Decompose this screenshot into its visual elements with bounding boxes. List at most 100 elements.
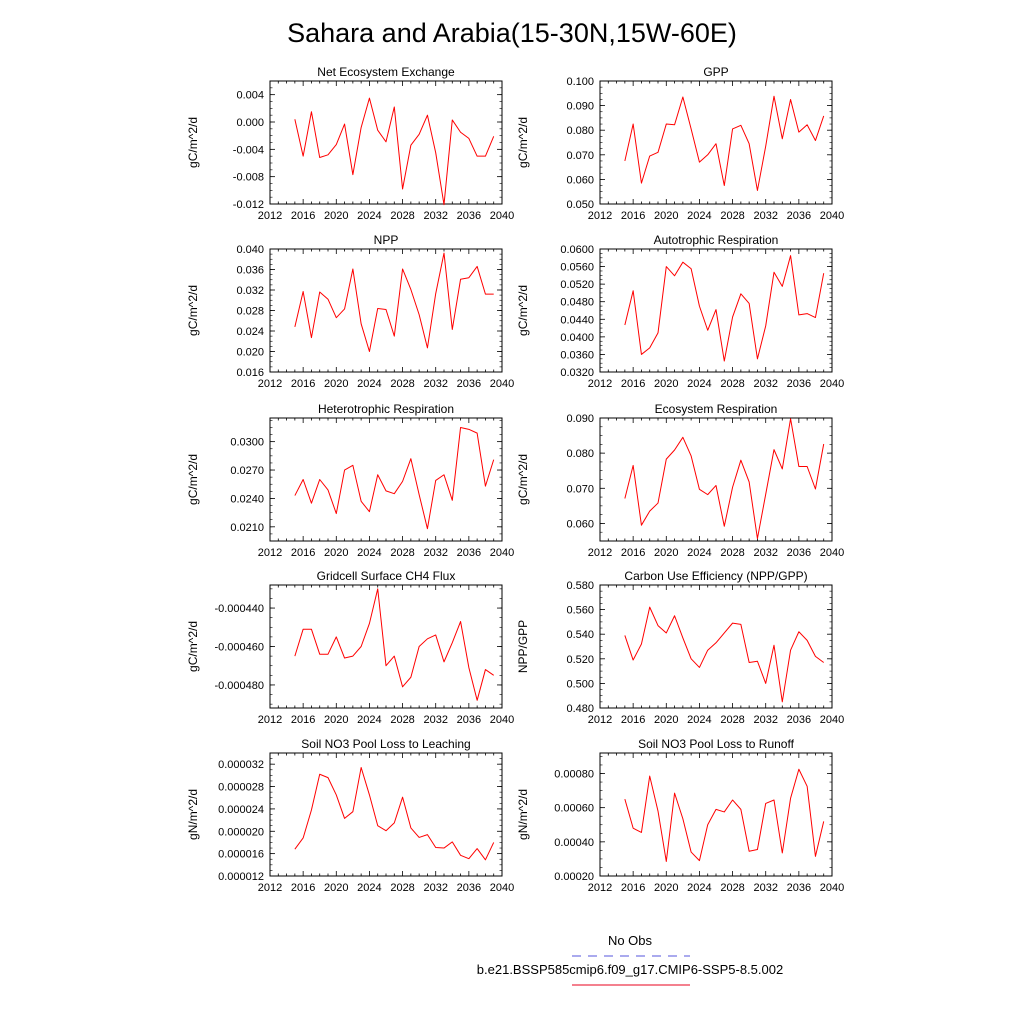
x-tick-label: 2032	[423, 210, 447, 222]
chart-panel: Autotrophic Respiration gC/m^2/d 2012 2016 2…	[516, 233, 844, 390]
y-tick-label: -0.004	[233, 144, 264, 156]
x-tick-label: 2032	[423, 547, 447, 559]
x-tick-label: 2032	[753, 378, 777, 390]
x-tick-label: 2032	[423, 378, 447, 390]
chart-panel: GPP gC/m^2/d 2012 2016 2020 2024 2028 2032 2036 2…	[516, 65, 844, 222]
x-tick-label: 2024	[687, 210, 711, 222]
y-tick-label: 0.0360	[560, 349, 594, 361]
x-tick-label: 2012	[588, 882, 612, 894]
x-tick-label: 2032	[423, 714, 447, 726]
panel-title: NPP	[374, 233, 399, 247]
y-tick-label: 0.00040	[554, 837, 594, 849]
x-tick-label: 2028	[390, 210, 414, 222]
x-tick-label: 2028	[390, 378, 414, 390]
y-tick-label: 0.040	[236, 244, 264, 256]
y-tick-label: 0.560	[566, 605, 594, 617]
panel-title: Soil NO3 Pool Loss to Leaching	[301, 737, 470, 751]
x-tick-label: 2012	[588, 547, 612, 559]
y-tick-label: 0.032	[236, 285, 264, 297]
x-tick-label: 2032	[753, 547, 777, 559]
series-line	[294, 426, 495, 530]
y-tick-label: 0.028	[236, 306, 264, 318]
x-tick-label: 2012	[258, 210, 282, 222]
y-tick-label: -0.000480	[214, 680, 264, 692]
x-tick-label: 2020	[324, 547, 348, 559]
x-tick-label: 2036	[787, 210, 811, 222]
y-tick-label: 0.060	[566, 518, 594, 530]
chart-panel: Carbon Use Efficiency (NPP/GPP) NPP/GPP 20…	[516, 569, 844, 726]
y-axis-label: gC/m^2/d	[186, 117, 200, 168]
series-line	[624, 95, 825, 191]
y-tick-label: 0.050	[566, 199, 594, 211]
y-tick-label: 0.00020	[554, 871, 594, 883]
y-tick-label: 0.0270	[230, 465, 264, 477]
x-tick-label: 2016	[621, 882, 645, 894]
series-line	[624, 606, 825, 703]
x-tick-label: 2040	[820, 210, 844, 222]
y-tick-label: 0.0520	[560, 279, 594, 291]
x-tick-label: 2016	[291, 378, 315, 390]
y-tick-label: 0.070	[566, 483, 594, 495]
y-axis-label: gN/m^2/d	[186, 789, 200, 840]
series-line	[294, 97, 495, 206]
x-tick-label: 2036	[787, 882, 811, 894]
y-axis-label: gC/m^2/d	[516, 454, 530, 505]
y-tick-label: 0.00060	[554, 803, 594, 815]
x-tick-label: 2020	[654, 714, 678, 726]
chart-panel: Soil NO3 Pool Loss to Runoff gN/m^2/d 2012…	[516, 737, 844, 894]
chart-panel: Soil NO3 Pool Loss to Leaching gN/m^2/d 20…	[186, 737, 514, 894]
plot-frame	[269, 80, 503, 205]
x-tick-label: 2016	[621, 210, 645, 222]
x-tick-label: 2036	[457, 378, 481, 390]
y-tick-label: 0.0560	[560, 262, 594, 274]
y-tick-label: 0.0210	[230, 522, 264, 534]
y-tick-label: 0.070	[566, 150, 594, 162]
x-tick-label: 2036	[787, 547, 811, 559]
y-tick-label: 0.060	[566, 174, 594, 186]
panel-title: Heterotrophic Respiration	[318, 402, 454, 416]
panel-title: Soil NO3 Pool Loss to Runoff	[638, 737, 795, 751]
x-tick-label: 2024	[687, 378, 711, 390]
y-tick-label: 0.000012	[218, 871, 264, 883]
x-tick-label: 2040	[490, 210, 514, 222]
x-tick-label: 2012	[258, 882, 282, 894]
y-tick-label: 0.000028	[218, 782, 264, 794]
panel-title: Carbon Use Efficiency (NPP/GPP)	[624, 569, 807, 583]
y-tick-label: 0.080	[566, 448, 594, 460]
x-tick-label: 2012	[258, 547, 282, 559]
panel-title: Autotrophic Respiration	[654, 233, 779, 247]
x-tick-label: 2020	[654, 210, 678, 222]
y-tick-label: 0.000032	[218, 759, 264, 771]
x-tick-label: 2016	[621, 378, 645, 390]
x-tick-label: 2036	[787, 714, 811, 726]
y-axis-label: gC/m^2/d	[516, 117, 530, 168]
plot-frame	[599, 584, 833, 709]
series-line	[294, 767, 495, 861]
x-tick-label: 2036	[457, 547, 481, 559]
x-tick-label: 2020	[654, 378, 678, 390]
y-tick-label: 0.520	[566, 654, 594, 666]
x-tick-label: 2024	[357, 882, 381, 894]
x-tick-label: 2032	[423, 882, 447, 894]
y-tick-label: 0.000024	[218, 804, 264, 816]
x-tick-label: 2012	[588, 210, 612, 222]
panel-title: GPP	[703, 65, 728, 79]
y-tick-label: 0.0440	[560, 314, 594, 326]
y-tick-label: 0.080	[566, 125, 594, 137]
y-tick-label: 0.020	[236, 347, 264, 359]
legend-label-model-run: b.e21.BSSP585cmip6.f09_g17.CMIP6-SSP5-8.…	[477, 962, 783, 977]
y-tick-label: 0.0400	[560, 332, 594, 344]
x-tick-label: 2024	[687, 882, 711, 894]
x-tick-label: 2028	[720, 714, 744, 726]
x-tick-label: 2012	[588, 714, 612, 726]
y-tick-label: 0.000020	[218, 826, 264, 838]
y-axis-label: gC/m^2/d	[516, 285, 530, 336]
y-tick-label: 0.090	[566, 101, 594, 113]
y-axis-label: gC/m^2/d	[186, 454, 200, 505]
series-line	[624, 768, 825, 862]
y-tick-label: 0.000016	[218, 849, 264, 861]
y-tick-label: 0.036	[236, 265, 264, 277]
x-tick-label: 2020	[324, 210, 348, 222]
x-tick-label: 2040	[490, 714, 514, 726]
